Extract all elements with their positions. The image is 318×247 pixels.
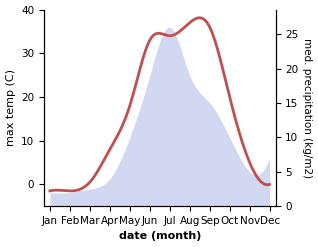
X-axis label: date (month): date (month): [119, 231, 201, 242]
Y-axis label: med. precipitation (kg/m2): med. precipitation (kg/m2): [302, 38, 313, 178]
Y-axis label: max temp (C): max temp (C): [5, 69, 16, 146]
